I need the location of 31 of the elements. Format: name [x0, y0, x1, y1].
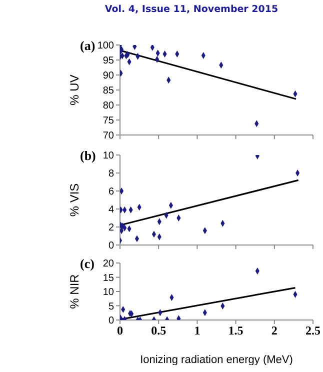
y-axis-title: % VIS: [67, 183, 82, 217]
y-tick-label: 10: [102, 150, 114, 162]
y-tick-label: 0: [108, 240, 114, 252]
chart-title: Vol. 4, Issue 11, November 2015: [104, 4, 280, 15]
text: (a): [80, 38, 96, 54]
y-tick-label: 2: [108, 222, 114, 234]
y-tick-label: 10: [102, 287, 114, 298]
y-tick-label: 6: [108, 186, 114, 198]
y-tick-label: 0: [108, 316, 114, 327]
y-tick-label: 4: [108, 204, 114, 216]
y-axis-title: % NIR: [67, 274, 82, 309]
y-axis-title: % UV: [67, 74, 82, 106]
text: (c): [80, 256, 94, 272]
y-tick-label: 80: [102, 100, 114, 112]
y-tick-label: 75: [102, 116, 114, 127]
y-tick-label: 70: [102, 130, 114, 142]
x-tick-label: 0.5: [151, 324, 166, 338]
y-tick-label: 15: [102, 272, 114, 284]
y-tick-label: 90: [102, 70, 114, 82]
y-tick-label: 20: [102, 258, 114, 270]
y-tick-label: 5: [108, 301, 114, 312]
x-axis-title: Ionizing radiation energy (MeV): [140, 354, 293, 366]
text: (b): [80, 148, 96, 164]
y-tick-label: 95: [102, 56, 114, 67]
y-tick-label: 100: [97, 40, 114, 52]
x-tick-label: 1.5: [228, 324, 244, 338]
y-tick-label: 85: [102, 86, 114, 97]
x-tick-label: 2.5: [306, 324, 320, 338]
x-tick-label: 1: [194, 324, 200, 338]
y-tick-label: 8: [108, 168, 114, 180]
x-tick-label: 2: [271, 324, 278, 338]
